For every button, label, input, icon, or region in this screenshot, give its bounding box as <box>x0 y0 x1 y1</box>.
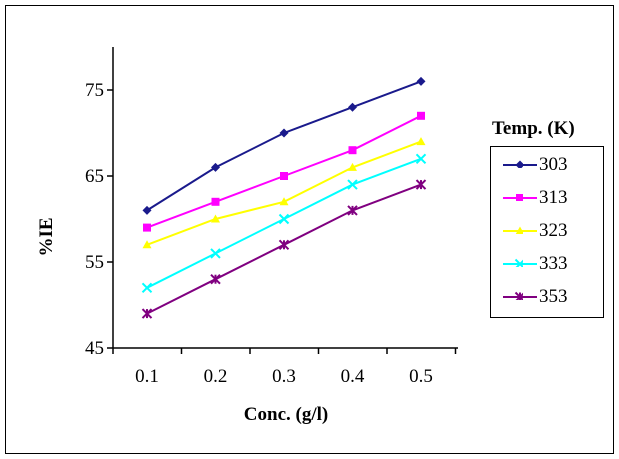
series-line-303 <box>146 80 422 212</box>
data-point-303 <box>211 162 220 172</box>
data-point-353 <box>278 239 290 251</box>
x-tick-label: 0.5 <box>409 366 433 387</box>
legend-marker-shape <box>515 160 523 168</box>
data-point-333 <box>415 153 427 165</box>
legend-marker-313 <box>516 194 523 201</box>
data-point-303 <box>142 205 152 215</box>
x-axis-title: Conc. (g/l) <box>244 404 328 425</box>
data-point-303 <box>279 128 289 138</box>
data-point-313 <box>348 146 357 155</box>
x-tick-label: 0.2 <box>204 366 228 387</box>
legend: 303 313 323 333 353 <box>490 146 604 318</box>
legend-item-333: 333 <box>491 250 603 278</box>
legend-marker-333 <box>514 258 523 267</box>
data-point-313 <box>211 197 220 206</box>
axes: 45 55 65 75 0.1 0.2 0.3 0.4 0.5 <box>85 47 458 387</box>
data-point-303 <box>348 102 357 112</box>
legend-marker-shape <box>515 226 523 234</box>
series-313 <box>143 111 425 232</box>
data-point-323 <box>211 214 220 223</box>
data-point-353 <box>141 308 153 319</box>
data-point-333 <box>141 282 153 294</box>
legend-label: 333 <box>539 253 568 274</box>
series-333 <box>141 153 427 294</box>
data-point-333 <box>278 213 290 225</box>
data-point-313 <box>417 111 425 120</box>
legend-item-313: 313 <box>491 184 603 212</box>
data-point-333 <box>347 179 358 190</box>
legend-label: 313 <box>539 187 568 208</box>
data-point-313 <box>280 172 288 180</box>
data-point-313 <box>143 223 151 232</box>
legend-marker-shape <box>516 194 523 201</box>
legend-marker-323 <box>515 226 523 234</box>
y-tick-label: 75 <box>85 80 104 101</box>
legend-item-303: 303 <box>491 151 603 179</box>
legend-label: 353 <box>539 286 568 307</box>
x-tick-label: 0.1 <box>135 366 159 387</box>
data-point-353 <box>347 205 358 216</box>
x-tick-label: 0.4 <box>341 366 365 387</box>
y-tick-label: 55 <box>85 252 104 273</box>
series-353 <box>141 179 427 319</box>
data-point-353 <box>210 273 221 285</box>
series-303 <box>142 76 426 215</box>
data-point-353 <box>415 179 427 190</box>
y-axis-title: %IE <box>36 217 57 256</box>
data-point-303 <box>416 76 426 86</box>
legend-marker-303 <box>515 160 523 168</box>
series-layer <box>141 76 427 319</box>
legend-marker-353 <box>514 291 523 300</box>
series-323 <box>142 137 426 249</box>
series-line-323 <box>146 140 422 246</box>
legend-marker-shape <box>514 291 523 300</box>
legend-label: 303 <box>539 154 568 175</box>
data-point-323 <box>279 197 289 206</box>
y-tick-label: 45 <box>85 338 104 359</box>
data-point-323 <box>348 162 357 171</box>
legend-label: 323 <box>539 220 568 241</box>
legend-marker-shape <box>514 258 523 267</box>
legend-item-323: 323 <box>491 217 603 245</box>
y-tick-label: 65 <box>85 166 104 187</box>
data-point-333 <box>210 248 221 259</box>
legend-item-353: 353 <box>491 283 603 311</box>
legend-title: Temp. (K) <box>492 118 575 139</box>
data-point-323 <box>142 240 152 249</box>
x-tick-label: 0.3 <box>272 366 296 387</box>
data-point-323 <box>416 137 426 146</box>
